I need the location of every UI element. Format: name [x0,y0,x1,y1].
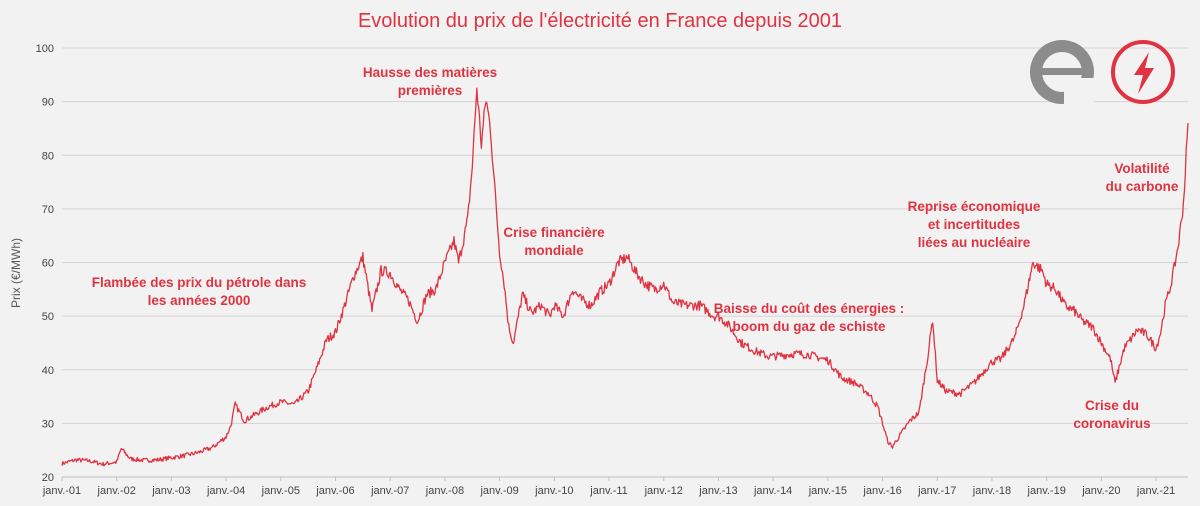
x-tick-label: janv.-15 [808,485,847,497]
annotation-reprise: Reprise économique et incertitudes liées a… [908,199,1041,250]
x-tick-label: janv.-10 [534,485,573,497]
y-axis-label: Prix (€/MWh) [9,238,23,308]
x-tick-label: janv.-16 [862,485,901,497]
x-tick-label: janv.-19 [1027,485,1066,497]
x-tick-label: janv.-01 [42,485,81,497]
x-tick-label: janv.-02 [97,485,136,497]
annotation-line: Crise financière [503,225,605,240]
x-tick-label: janv.-17 [917,485,956,497]
lightning-bolt-icon [1111,40,1175,104]
y-tick-label: 50 [42,311,54,323]
y-tick-label: 70 [42,204,54,216]
annotation-line: liées au nucléaire [918,235,1031,250]
annotation-carbone: Volatilité du carbone [1106,161,1179,194]
x-tick-label: janv.-14 [753,485,792,497]
y-tick-labels: 20 30 40 50 60 70 80 90 100 [36,43,54,484]
y-tick-label: 90 [42,97,54,109]
series-layer [61,87,1189,467]
x-tick-label: janv.-07 [370,485,409,497]
y-tick-label: 80 [42,150,54,162]
x-tick-label: janv.-09 [479,485,518,497]
annotation-line: Baisse du coût des énergies : [714,301,905,316]
annotation-line: du carbone [1106,179,1179,194]
annotation-matieres: Hausse des matières premières [363,65,497,98]
annotation-line: les années 2000 [148,293,251,308]
annotation-line: Hausse des matières [363,65,497,80]
annotation-line: premières [398,83,463,98]
x-tick-label: janv.-04 [206,485,245,497]
y-tick-label: 100 [36,43,54,55]
annotation-line: Volatilité [1114,161,1170,176]
chart-title: Evolution du prix de l'électricité en Fr… [358,10,842,32]
annotation-line: et incertitudes [928,217,1020,232]
x-tick-label: janv.-05 [261,485,300,497]
y-tick-label: 40 [42,365,54,377]
x-tick-label: janv.-20 [1081,485,1120,497]
x-tick-label: janv.-08 [425,485,464,497]
x-tick-label: janv.-03 [151,485,190,497]
x-tick-label: janv.-21 [1136,485,1175,497]
annotation-line: Reprise économique [908,199,1041,214]
x-tick-label: janv.-06 [315,485,354,497]
x-tick-label: janv.-12 [644,485,683,497]
y-tick-label: 20 [42,472,54,484]
annotation-line: coronavirus [1073,416,1150,431]
annotation-coronavirus: Crise du coronavirus [1073,398,1150,431]
x-tick-label: janv.-11 [589,485,628,497]
series-line [61,87,1189,467]
y-tick-label: 60 [42,258,54,270]
x-tick-labels: janv.-01 janv.-02 janv.-03 janv.-04 janv.-05… [42,477,1175,497]
y-tick-label: 30 [42,418,54,430]
annotation-line: boom du gaz de schiste [732,319,886,334]
x-tick-label: janv.-18 [972,485,1011,497]
annotation-line: Flambée des prix du pétrole dans [92,275,307,290]
annotation-schiste: Baisse du coût des énergies : boom du gaz… [714,301,905,334]
annotation-crise-financiere: Crise financière mondiale [503,225,605,258]
x-tick-label: janv.-13 [698,485,737,497]
annotation-petrole: Flambée des prix du pétrole dans les anné… [92,275,307,308]
annotation-line: mondiale [524,243,584,258]
logo-e-icon [1030,40,1094,106]
annotations: Flambée des prix du pétrole dans les anné… [92,65,1179,431]
annotation-line: Crise du [1085,398,1139,413]
